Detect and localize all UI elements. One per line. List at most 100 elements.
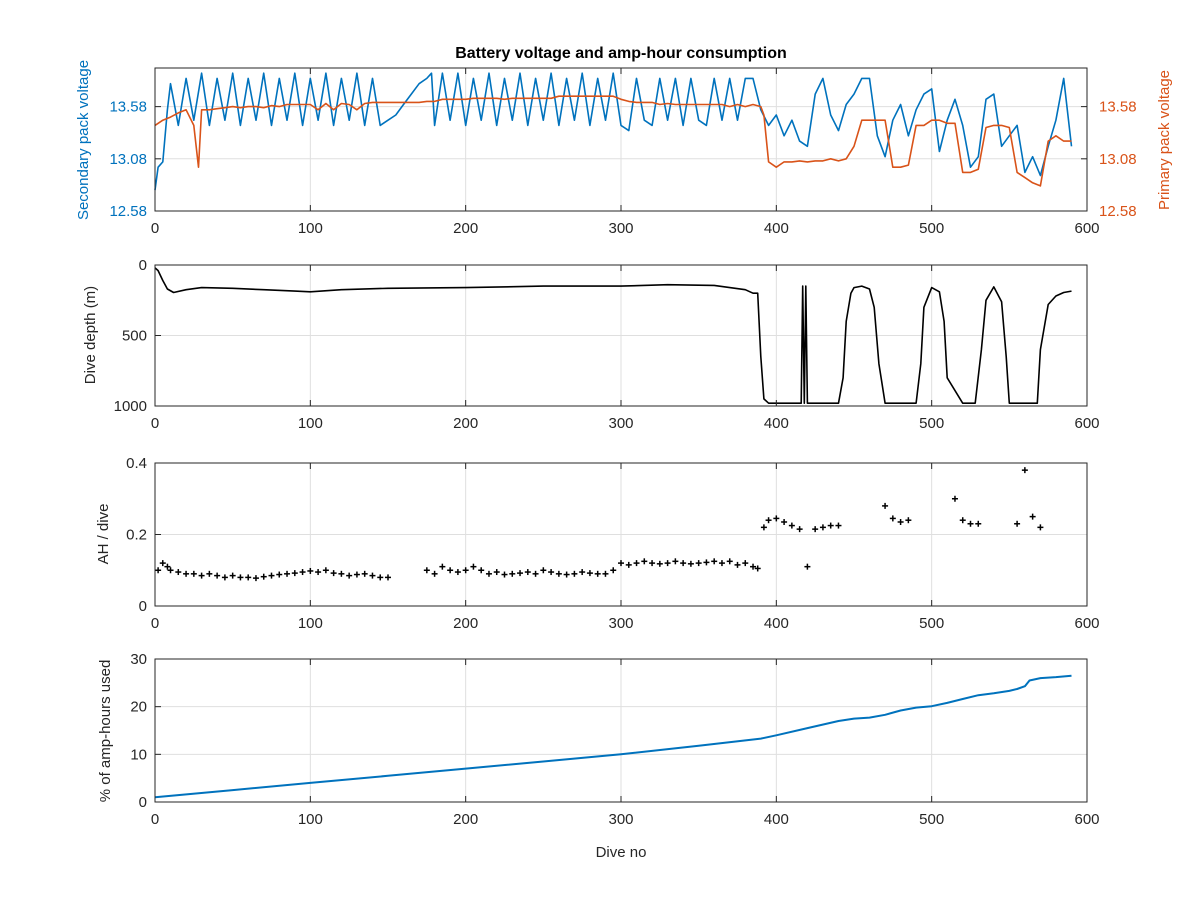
ah-point [501,571,508,578]
ah-point [190,570,197,577]
ah-point [812,526,819,533]
ah-point [827,522,834,529]
ah-point [245,574,252,581]
ah-point [299,569,306,576]
ah-point [1029,513,1036,520]
ah-point [618,560,624,567]
ah-y-ticks: 0 0.2 0.4 [126,455,161,615]
ah-point [649,560,656,567]
ah-point [454,569,461,576]
voltage-x-tick-label: 300 [608,220,633,237]
voltage-y-ticks-left: 12.58 13.08 13.58 [109,99,161,220]
ah-point [788,522,795,529]
ah-point [237,574,244,581]
ah-point [905,517,912,524]
depth-series [154,267,1072,404]
ah-point [664,560,671,567]
depth-x-tick-label: 500 [919,415,944,432]
pct-x-tick-label: 0 [151,811,159,828]
ah-point [291,570,298,577]
ah-point [889,515,896,522]
ah-point [214,572,221,579]
ah-point [594,570,601,577]
depth-line [154,267,1072,404]
ah-point [625,561,632,568]
ah-point [742,560,749,567]
ah-point [1014,520,1021,527]
ah-point [835,522,842,529]
depth-x-tick-label: 200 [453,415,478,432]
ah-x-tick-label: 600 [1074,615,1099,632]
ah-point [897,518,904,525]
pct-y-tick-label: 0 [139,794,147,811]
pct-x-tick-label: 500 [919,811,944,828]
ah-y-tick-label: 0.4 [126,455,147,472]
ah-point [478,567,485,574]
ah-point [804,563,811,570]
ah-point [641,558,648,565]
ah-point [718,560,725,567]
pct-panel: 0 100 200 300 400 500 600 0 10 20 30 % of amp-hou… [97,651,1100,861]
primary-voltage-line [154,95,1072,187]
pct-y-tick-label: 20 [130,699,147,716]
ah-point [579,569,586,576]
ah-panel: 0 100 200 300 400 500 600 0 0.2 0.4 AH / dive [95,455,1100,632]
ah-point [353,571,360,578]
pct-x-ticks: 0 100 200 300 400 500 600 [151,659,1100,828]
pct-x-tick-label: 600 [1074,811,1099,828]
depth-x-tick-label: 300 [608,415,633,432]
ah-point [555,570,562,577]
ah-point [951,495,958,502]
depth-panel: 0 100 200 300 400 500 600 0 500 1000 Dive depth … [82,257,1100,432]
ah-point [361,570,368,577]
voltage-panel: 0 100 200 300 400 500 600 12.58 13.08 13.58 12.5… [75,45,1173,237]
ah-point [750,563,757,570]
ah-point [967,520,974,527]
ah-point [726,558,733,565]
chart-title: Battery voltage and amp-hour consumption [455,45,787,62]
ah-point [260,573,267,580]
pct-y-ticks: 0 10 20 30 [130,651,161,811]
ah-point [431,570,438,577]
ah-point [155,567,162,574]
depth-x-tick-label: 0 [151,415,159,432]
ah-point [377,574,384,581]
ah-point [439,563,446,570]
ah-point [695,560,702,567]
ah-point [754,565,761,572]
ah-point [385,574,391,581]
ah-point [633,560,640,567]
ah-x-tick-label: 100 [298,615,323,632]
voltage-y-tick-label-right: 13.58 [1099,99,1137,116]
pct-series [154,674,1072,799]
ah-point [517,570,524,577]
ah-y-tick-label: 0.2 [126,527,147,544]
ah-point [540,567,547,574]
ah-point [229,572,236,579]
pct-x-tick-label: 200 [453,811,478,828]
secondary-voltage-label: Secondary pack voltage [75,60,92,220]
pct-y-label: % of amp-hours used [97,660,114,803]
depth-y-ticks: 0 500 1000 [114,257,161,415]
ah-point [796,526,803,533]
voltage-y-tick-label: 13.08 [109,151,147,168]
ah-point [315,569,322,576]
ah-x-tick-label: 200 [453,615,478,632]
depth-x-tick-label: 100 [298,415,323,432]
ah-point [703,559,710,566]
ah-point [1021,467,1028,474]
secondary-voltage-line [154,72,1073,191]
depth-x-tick-label: 600 [1074,415,1099,432]
voltage-x-tick-label: 100 [298,220,323,237]
voltage-x-tick-label: 200 [453,220,478,237]
voltage-y-tick-label: 12.58 [109,203,147,220]
ah-y-tick-label: 0 [139,598,147,615]
x-axis-label: Dive no [596,844,647,861]
ah-point [338,570,345,577]
primary-voltage-label: Primary pack voltage [1156,70,1173,210]
ah-point [819,524,826,531]
pct-line [154,674,1072,799]
voltage-x-tick-label: 400 [764,220,789,237]
ah-x-tick-label: 500 [919,615,944,632]
